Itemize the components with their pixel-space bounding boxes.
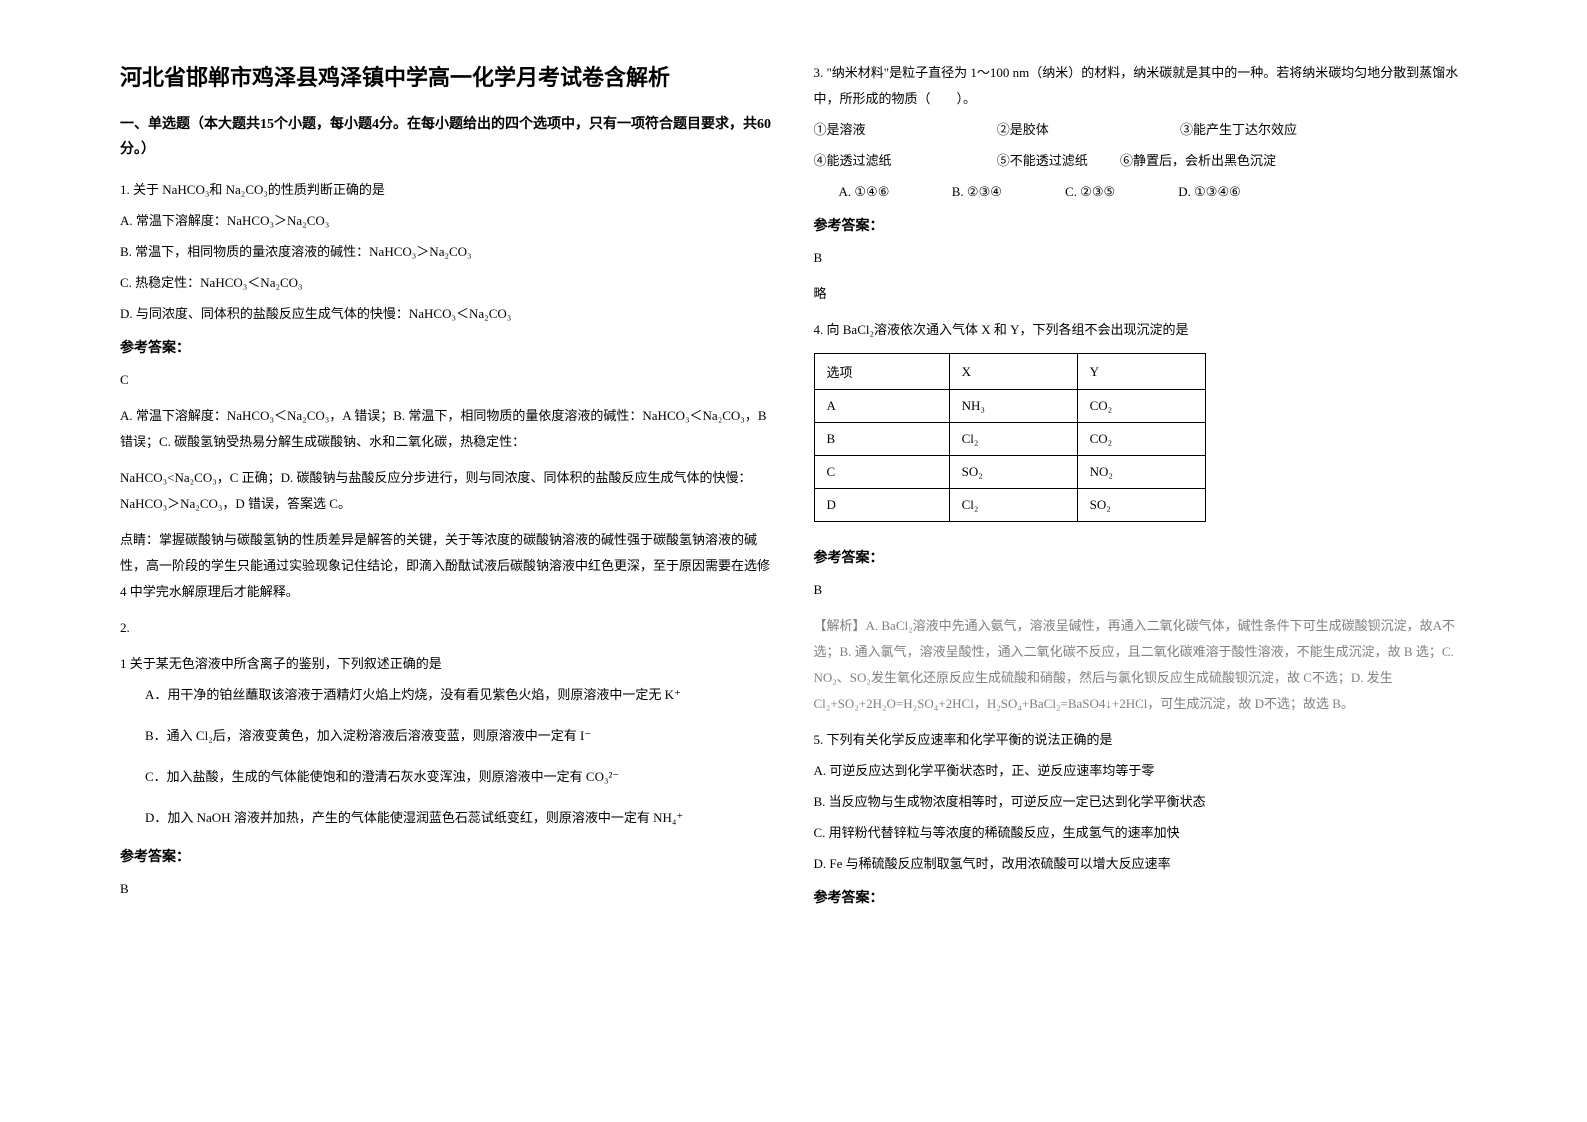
table-row: A NH₃ CO₂ <box>814 390 1205 423</box>
section-header: 一、单选题（本大题共15个小题，每小题4分。在每小题给出的四个选项中，只有一项符… <box>120 112 774 162</box>
q3-options-row1: ①是溶液 ②是胶体 ③能产生丁达尔效应 <box>814 117 1468 143</box>
q1-option-a: A. 常温下溶解度：NaHCO₃＞Na₂CO₃ <box>120 208 774 234</box>
q2-stem: 1 关于某无色溶液中所含离子的鉴别，下列叙述正确的是 <box>120 651 774 677</box>
question-2-num: 2. <box>120 615 774 641</box>
table-cell: Cl₂ <box>949 489 1077 522</box>
q3-choice-c: C. ②③⑤ <box>1065 179 1175 205</box>
q5-option-c: C. 用锌粉代替锌粒与等浓度的稀硫酸反应，生成氢气的速率加快 <box>814 820 1468 846</box>
question-3: 3. "纳米材料"是粒子直径为 1～100 nm（纳米）的材料，纳米碳就是其中的… <box>814 60 1468 205</box>
table-row: B Cl₂ CO₂ <box>814 423 1205 456</box>
q3-opt4: ④能透过滤纸 <box>814 148 994 174</box>
q3-opt5: ⑤不能透过滤纸 <box>997 148 1117 174</box>
q1-stem: 1. 关于 NaHCO₃和 Na₂CO₃的性质判断正确的是 <box>120 177 774 203</box>
q3-opt2: ②是胶体 <box>997 117 1177 143</box>
question-2: 1 关于某无色溶液中所含离子的鉴别，下列叙述正确的是 A．用干净的铂丝蘸取该溶液… <box>120 651 774 831</box>
q2-option-b: B．通入 Cl₂后，溶液变黄色，加入淀粉溶液后溶液变蓝，则原溶液中一定有 I⁻ <box>120 723 774 749</box>
q3-choice-a: A. ①④⑥ <box>839 179 949 205</box>
q3-answer-options: A. ①④⑥ B. ②③④ C. ②③⑤ D. ①③④⑥ <box>814 179 1468 205</box>
table-cell: NO₂ <box>1077 456 1205 489</box>
q1-answer-label: 参考答案： <box>120 337 774 357</box>
q3-opt1: ①是溶液 <box>814 117 994 143</box>
q1-explanation-1: A. 常温下溶解度：NaHCO₃＜Na₂CO₃，A 错误；B. 常温下，相同物质… <box>120 403 774 455</box>
table-cell: NH₃ <box>949 390 1077 423</box>
q1-explanation-2: NaHCO₃<Na₂CO₃，C 正确；D. 碳酸钠与盐酸反应分步进行，则与同浓度… <box>120 465 774 517</box>
q3-choice-b: B. ②③④ <box>952 179 1062 205</box>
q1-option-c: C. 热稳定性：NaHCO₃＜Na₂CO₃ <box>120 270 774 296</box>
q4-answer-label: 参考答案： <box>814 547 1468 567</box>
q2-option-c: C．加入盐酸，生成的气体能使饱和的澄清石灰水变浑浊，则原溶液中一定有 CO₃²⁻ <box>120 764 774 790</box>
q5-option-d: D. Fe 与稀硫酸反应制取氢气时，改用浓硫酸可以增大反应速率 <box>814 851 1468 877</box>
table-header-y: Y <box>1077 354 1205 390</box>
table-cell: CO₂ <box>1077 390 1205 423</box>
q3-answer-label: 参考答案： <box>814 215 1468 235</box>
q5-option-b: B. 当反应物与生成物浓度相等时，可逆反应一定已达到化学平衡状态 <box>814 789 1468 815</box>
q5-option-a: A. 可逆反应达到化学平衡状态时，正、逆反应速率均等于零 <box>814 758 1468 784</box>
q1-option-b: B. 常温下，相同物质的量浓度溶液的碱性：NaHCO₃＞Na₂CO₃ <box>120 239 774 265</box>
table-cell: A <box>814 390 949 423</box>
q1-explanation-3: 点睛：掌握碳酸钠与碳酸氢钠的性质差异是解答的关键，关于等浓度的碳酸钠溶液的碱性强… <box>120 527 774 605</box>
q2-option-d: D．加入 NaOH 溶液并加热，产生的气体能使湿润蓝色石蕊试纸变红，则原溶液中一… <box>120 805 774 831</box>
q4-stem: 4. 向 BaCl₂溶液依次通入气体 X 和 Y，下列各组不会出现沉淀的是 <box>814 317 1468 343</box>
q4-table: 选项 X Y A NH₃ CO₂ B Cl₂ CO₂ C SO₂ NO₂ D C… <box>814 353 1206 522</box>
question-5: 5. 下列有关化学反应速率和化学平衡的说法正确的是 A. 可逆反应达到化学平衡状… <box>814 727 1468 877</box>
table-cell: B <box>814 423 949 456</box>
table-header-row: 选项 X Y <box>814 354 1205 390</box>
document-title: 河北省邯郸市鸡泽县鸡泽镇中学高一化学月考试卷含解析 <box>120 60 774 92</box>
q4-explanation: 【解析】A. BaCl₂溶液中先通入氨气，溶液呈碱性，再通入二氧化碳气体，碱性条… <box>814 613 1468 717</box>
table-cell: SO₂ <box>949 456 1077 489</box>
table-row: C SO₂ NO₂ <box>814 456 1205 489</box>
question-4: 4. 向 BaCl₂溶液依次通入气体 X 和 Y，下列各组不会出现沉淀的是 <box>814 317 1468 343</box>
question-1: 1. 关于 NaHCO₃和 Na₂CO₃的性质判断正确的是 A. 常温下溶解度：… <box>120 177 774 327</box>
q3-opt3: ③能产生丁达尔效应 <box>1180 122 1297 137</box>
q5-stem: 5. 下列有关化学反应速率和化学平衡的说法正确的是 <box>814 727 1468 753</box>
table-cell: CO₂ <box>1077 423 1205 456</box>
table-cell: C <box>814 456 949 489</box>
q3-skip: 略 <box>814 281 1468 307</box>
q3-answer: B <box>814 245 1468 271</box>
table-cell: D <box>814 489 949 522</box>
q2-answer-label: 参考答案： <box>120 846 774 866</box>
q5-answer-label: 参考答案： <box>814 887 1468 907</box>
table-row: D Cl₂ SO₂ <box>814 489 1205 522</box>
q3-options-row2: ④能透过滤纸 ⑤不能透过滤纸 ⑥静置后，会析出黑色沉淀 <box>814 148 1468 174</box>
q3-opt6: ⑥静置后，会析出黑色沉淀 <box>1120 153 1276 168</box>
q2-option-a: A．用干净的铂丝蘸取该溶液于酒精灯火焰上灼烧，没有看见紫色火焰，则原溶液中一定无… <box>120 682 774 708</box>
q4-answer: B <box>814 577 1468 603</box>
q3-choice-d: D. ①③④⑥ <box>1178 184 1241 199</box>
table-cell: Cl₂ <box>949 423 1077 456</box>
table-header-x: X <box>949 354 1077 390</box>
q2-answer: B <box>120 876 774 902</box>
table-header-option: 选项 <box>814 354 949 390</box>
right-column: 3. "纳米材料"是粒子直径为 1～100 nm（纳米）的材料，纳米碳就是其中的… <box>794 60 1488 1062</box>
table-cell: SO₂ <box>1077 489 1205 522</box>
q3-stem: 3. "纳米材料"是粒子直径为 1～100 nm（纳米）的材料，纳米碳就是其中的… <box>814 60 1468 112</box>
q1-answer: C <box>120 367 774 393</box>
q1-option-d: D. 与同浓度、同体积的盐酸反应生成气体的快慢：NaHCO₃＜Na₂CO₃ <box>120 301 774 327</box>
left-column: 河北省邯郸市鸡泽县鸡泽镇中学高一化学月考试卷含解析 一、单选题（本大题共15个小… <box>100 60 794 1062</box>
